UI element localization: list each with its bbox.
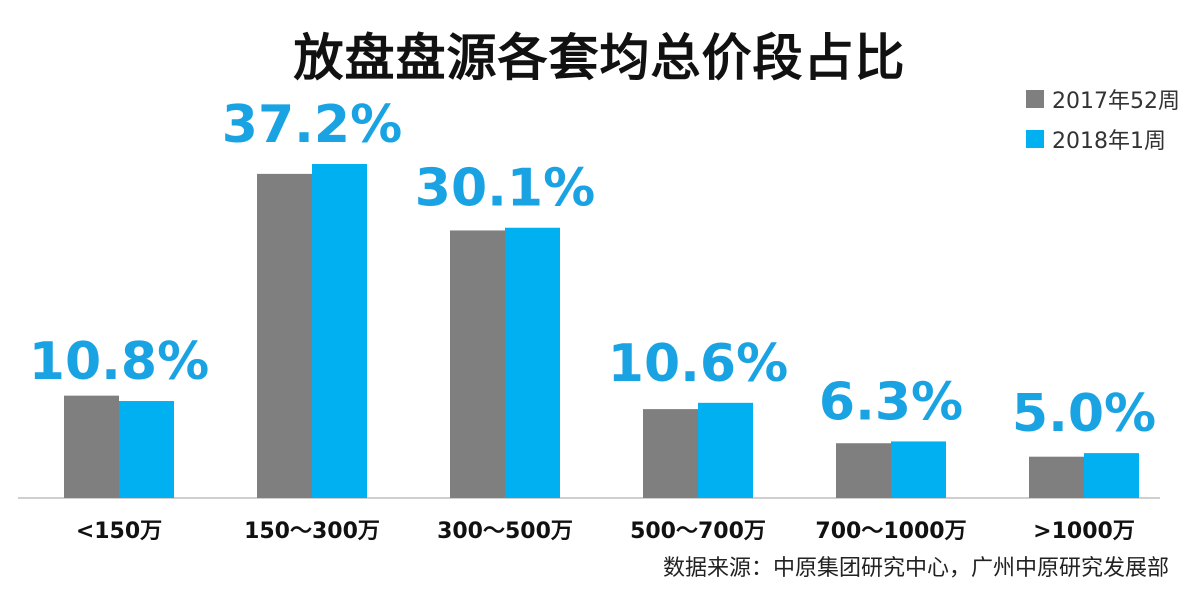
- legend-item-2018: 2018年1周: [1026, 125, 1180, 154]
- bar-2018w1-3: [698, 402, 753, 498]
- category-label-1: 150～300万: [244, 519, 380, 544]
- legend-swatch-2017: [1026, 90, 1044, 108]
- legend-item-2017: 2017年52周: [1026, 85, 1180, 114]
- bar-2018w1-4: [891, 441, 946, 498]
- legend: 2017年52周 2018年1周: [1026, 85, 1180, 165]
- source-note: 数据来源：中原集团研究中心，广州中原研究发展部: [662, 556, 1169, 581]
- bar-2018w1-1: [312, 164, 367, 498]
- bar-2017w52-2: [450, 230, 505, 498]
- data-label-3: 10.6%: [608, 334, 788, 394]
- category-label-2: 300～500万: [437, 519, 573, 544]
- bar-2017w52-0: [64, 395, 119, 498]
- bar-2018w1-0: [119, 401, 174, 498]
- bar-2018w1-2: [505, 227, 560, 498]
- category-label-3: 500～700万: [630, 519, 766, 544]
- legend-label-2017: 2017年52周: [1052, 89, 1180, 114]
- legend-swatch-2018: [1026, 130, 1044, 148]
- data-label-2: 30.1%: [415, 159, 595, 219]
- bar-2017w52-3: [643, 409, 698, 498]
- bar-2018w1-5: [1084, 453, 1139, 498]
- category-label-0: <150万: [76, 519, 162, 544]
- bar-2017w52-1: [257, 173, 312, 498]
- bar-2017w52-5: [1029, 456, 1084, 498]
- data-label-0: 10.8%: [29, 332, 209, 392]
- chart-title: 放盘盘源各套均总价段占比: [293, 29, 906, 87]
- category-label-5: >1000万: [1033, 519, 1135, 544]
- bar-2017w52-4: [836, 443, 891, 498]
- legend-label-2018: 2018年1周: [1052, 129, 1166, 154]
- data-label-5: 5.0%: [1012, 384, 1156, 444]
- category-label-4: 700～1000万: [815, 519, 966, 544]
- data-label-4: 6.3%: [819, 372, 963, 432]
- data-label-1: 37.2%: [222, 95, 402, 155]
